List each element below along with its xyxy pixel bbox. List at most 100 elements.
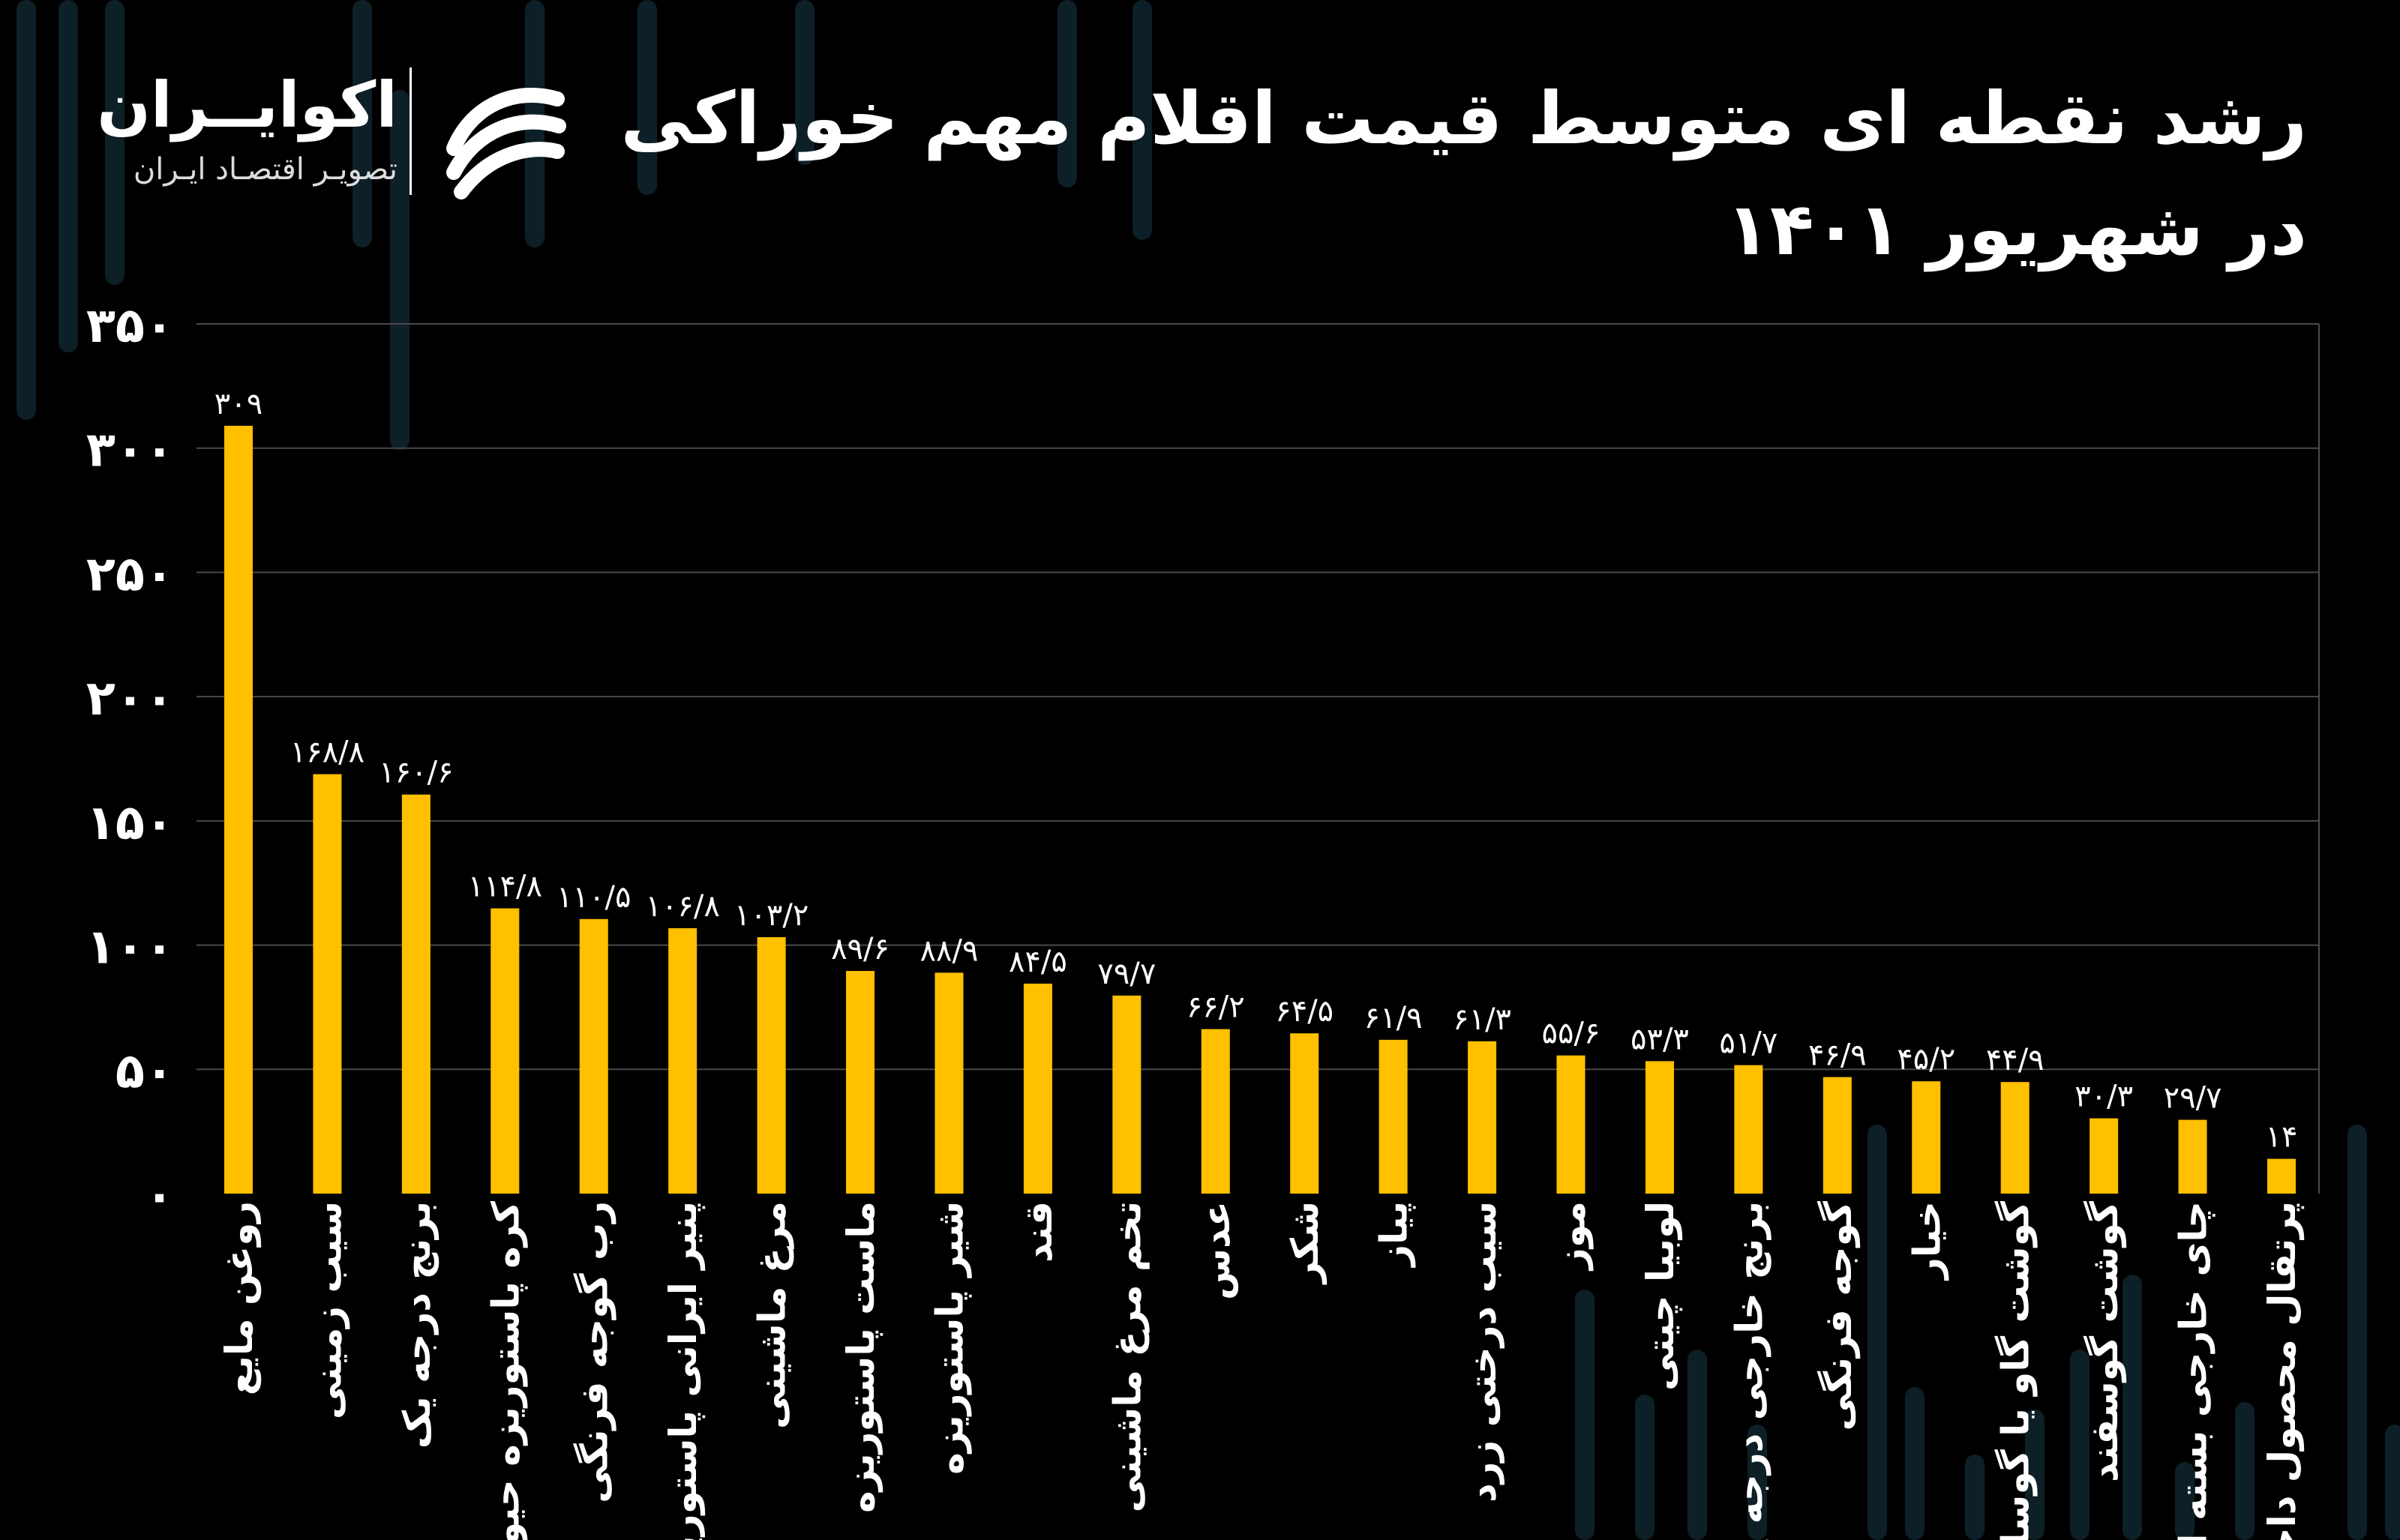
bar: [2267, 1158, 2296, 1194]
category-label: چای خارجی بسته ای: [2172, 1201, 2216, 1540]
category-label: خیار: [1905, 1201, 1948, 1281]
value-label: ۸۹/۶: [831, 932, 890, 966]
category-label: گوشت گوسفند: [2083, 1200, 2127, 1482]
value-label: ۶۱/۳: [1453, 1002, 1511, 1037]
decoration-line: [1748, 1425, 1767, 1540]
value-label: ۸۸/۹: [920, 933, 979, 968]
category-label: کره پاستوریزه حیوانی: [484, 1200, 528, 1540]
decoration-line: [2025, 1410, 2044, 1540]
bar: [2178, 1119, 2207, 1194]
bar: [313, 774, 342, 1194]
value-label: ۱۱۴/۸: [468, 870, 542, 904]
value-label: ۳۰۹: [214, 387, 262, 421]
y-tick-label: ۱۰۰: [86, 920, 174, 975]
chart-subtitle: در شهریور ۱۴۰۱: [1726, 187, 2307, 271]
decoration-line: [2122, 1275, 2142, 1540]
bar: [846, 971, 875, 1194]
bar: [1201, 1029, 1230, 1194]
bar: [934, 972, 964, 1194]
value-label: ۴۴/۹: [1986, 1043, 2044, 1077]
brand-divider: [410, 67, 412, 195]
bar: [579, 918, 608, 1194]
decoration-line: [2235, 1402, 2254, 1540]
bar: [668, 928, 698, 1194]
value-label: ۴۵/۲: [1897, 1042, 1955, 1077]
category-label: برنج خارجی درجه یک: [1727, 1201, 1772, 1540]
ecoiran-logo-icon: [446, 87, 566, 199]
value-label: ۱۰۳/۲: [734, 898, 808, 933]
decoration-line: [1905, 1387, 1924, 1540]
decoration-line: [1058, 0, 1077, 187]
decoration-line: [795, 0, 814, 165]
bar: [401, 794, 430, 1194]
value-label: ۱۰۶/۸: [645, 889, 719, 924]
value-label: ۶۶/۲: [1186, 990, 1245, 1025]
decoration-line: [105, 0, 124, 285]
bar: [1112, 995, 1142, 1194]
category-label: رب گوجه فرنگی: [573, 1201, 617, 1503]
category-label: پیاز: [1372, 1201, 1416, 1269]
decoration-line: [2175, 1462, 2194, 1540]
value-label: ۷۹/۷: [1097, 957, 1156, 991]
bar: [490, 908, 520, 1194]
decoration-line: [1132, 0, 1152, 240]
brand-name: اکوایــران: [97, 68, 398, 142]
value-label: ۵۵/۶: [1542, 1017, 1600, 1051]
bar: [1556, 1055, 1586, 1194]
value-label: ۵۳/۳: [1630, 1022, 1689, 1056]
value-label: ۵۱/۷: [1719, 1026, 1778, 1061]
decoration-line: [2348, 1125, 2367, 1540]
y-tick-label: ۲۵۰: [86, 547, 174, 602]
value-label: ۱۶۸/۸: [290, 736, 364, 770]
category-label: موز: [1550, 1201, 1594, 1272]
category-label: برنج درجه یک: [395, 1201, 440, 1449]
y-tick-label: ۲۰۰: [86, 671, 174, 727]
decoration-line: [1575, 1290, 1594, 1540]
decoration-line: [1965, 1455, 1984, 1540]
decoration-line: [1868, 1125, 1887, 1540]
bar: [1290, 1033, 1319, 1194]
value-label: ۲۹/۷: [2164, 1081, 2222, 1116]
category-label: گوجه فرنگی: [1816, 1200, 1861, 1431]
category-label: شکر: [1283, 1201, 1328, 1285]
y-axis-ticks: ۰ ۵۰ ۱۰۰ ۱۵۰ ۲۰۰ ۲۵۰ ۳۰۰ ۳۵۰: [86, 298, 174, 1224]
category-label: عدس: [1195, 1201, 1238, 1300]
value-label: ۴۶/۹: [1808, 1038, 1867, 1073]
category-label: گوشت گاو یا گوساله: [1994, 1200, 2038, 1540]
category-label: ماست پاستوریزه: [839, 1201, 884, 1513]
category-label: پرتقال محصول داخل: [2260, 1201, 2305, 1540]
bar: [2090, 1118, 2119, 1194]
bar: [1378, 1039, 1408, 1194]
category-label: شیر پاستوریزه: [928, 1201, 972, 1475]
bar: [1645, 1061, 1674, 1194]
category-labels: روغن مایع سیب زمینی برنج درجه یک کره پاستور…: [218, 1200, 2305, 1540]
bar: [2000, 1082, 2030, 1194]
category-label: تخم مرغ ماشینی: [1106, 1201, 1150, 1512]
category-label: سیب زمینی: [306, 1201, 350, 1419]
y-tick-label: ۳۵۰: [86, 298, 174, 354]
value-label: ۱۶۰/۶: [379, 756, 453, 790]
y-tick-label: ۰: [145, 1168, 174, 1224]
decoration-line: [352, 0, 372, 247]
decoration-line: [390, 90, 410, 450]
bar: [1912, 1081, 1941, 1194]
category-label: پنیر ایرانی پاستوریزه: [662, 1201, 706, 1540]
decoration-line: [58, 0, 78, 352]
category-label: قند: [1017, 1201, 1060, 1263]
decoration-line: [1688, 1350, 1707, 1540]
grid-lines: [196, 323, 2320, 1194]
value-labels: ۳۰۹ ۱۶۸/۸ ۱۶۰/۶ ۱۱۴/۸ ۱۱۰/۵ ۱۰۶/۸ ۱۰۳/۲ ۸۹/۶ ۸۸/…: [214, 387, 2298, 1155]
bar: [224, 425, 253, 1194]
y-tick-label: ۱۵۰: [86, 795, 174, 851]
chart-title: رشد نقطه ای متوسط قیمت اقلام مهم خوراکی: [620, 76, 2308, 160]
value-label: ۳۰/۳: [2074, 1080, 2133, 1114]
decoration-line: [2385, 1425, 2400, 1540]
bar: [757, 936, 786, 1194]
bar: [1822, 1077, 1852, 1194]
bar: [1734, 1065, 1763, 1194]
decoration-line: [16, 0, 36, 420]
value-label: ۶۴/۵: [1275, 994, 1334, 1029]
y-tick-label: ۵۰: [116, 1044, 174, 1099]
